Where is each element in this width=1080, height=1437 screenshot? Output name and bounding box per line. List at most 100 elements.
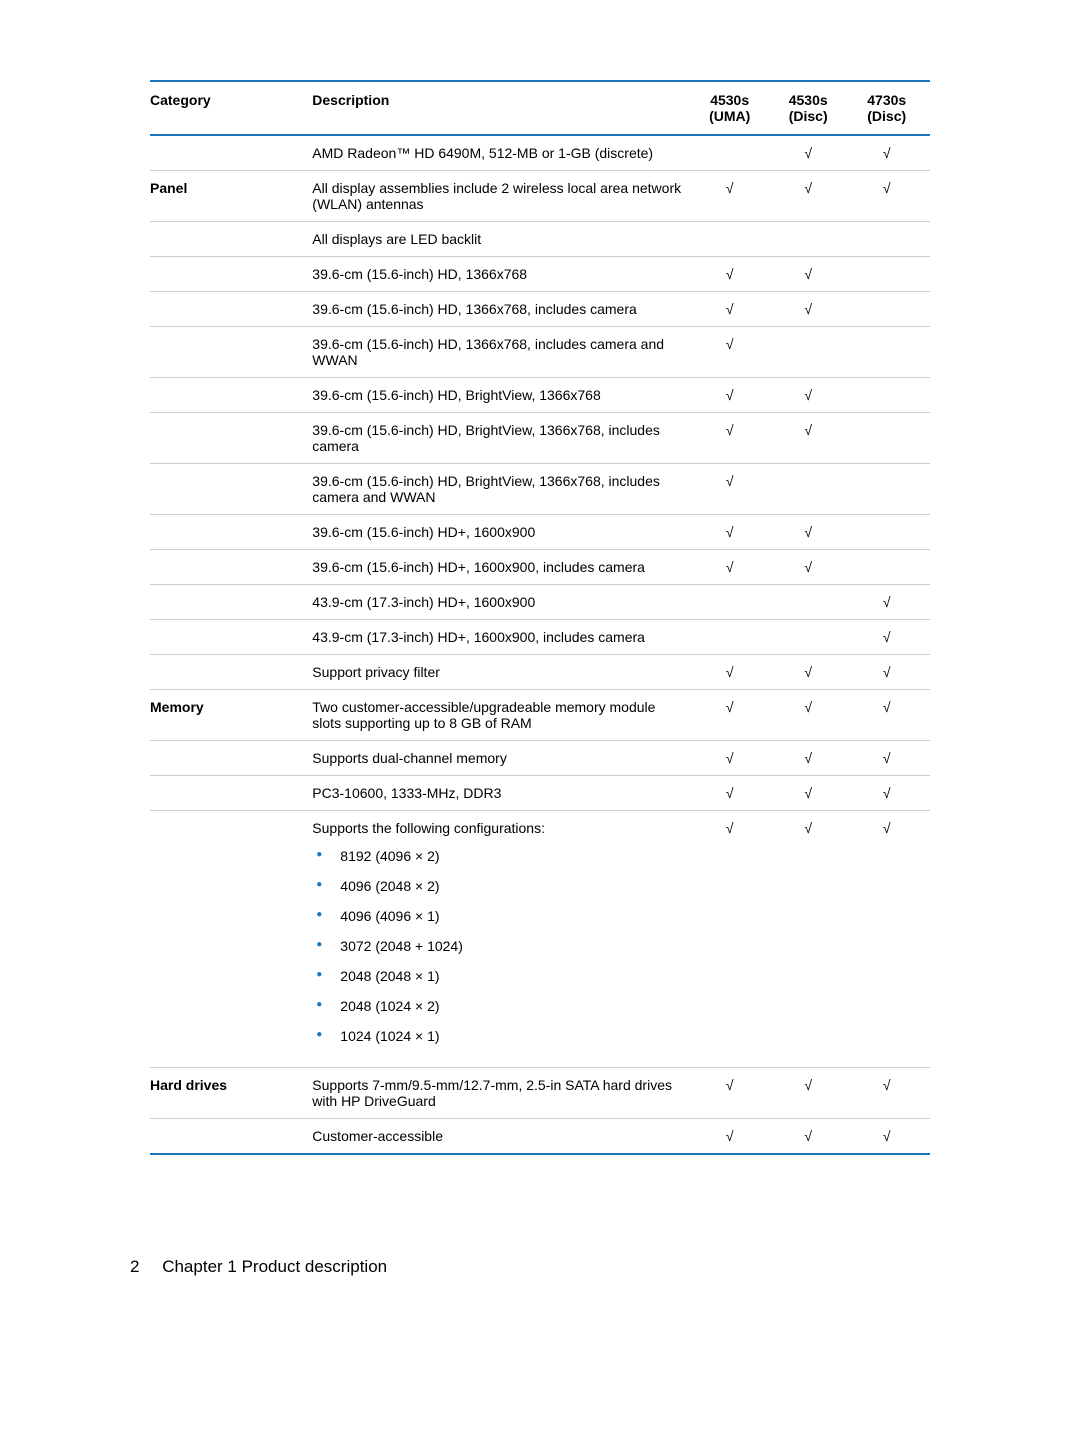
cell-description: 39.6-cm (15.6-inch) HD, 1366x768, includ… xyxy=(312,292,694,327)
cell-check-4730s-disc xyxy=(851,378,930,413)
cell-check-4530s-disc xyxy=(773,327,852,378)
cell-check-4530s-disc: √ xyxy=(773,776,852,811)
cell-check-4530s-uma: √ xyxy=(694,741,773,776)
cell-check-4530s-disc: √ xyxy=(773,655,852,690)
config-item: 4096 (2048 × 2) xyxy=(312,878,686,894)
cell-check-4730s-disc: √ xyxy=(851,135,930,171)
table-row: Customer-accessible√√√ xyxy=(150,1119,930,1155)
cell-category xyxy=(150,550,312,585)
chapter-title: Chapter 1 Product description xyxy=(162,1257,387,1276)
table-row: PanelAll display assemblies include 2 wi… xyxy=(150,171,930,222)
cell-check-4530s-disc: √ xyxy=(773,515,852,550)
cell-check-4730s-disc: √ xyxy=(851,811,930,1068)
header-col2: 4530s (Disc) xyxy=(773,81,852,135)
cell-description: Supports the following configurations:81… xyxy=(312,811,694,1068)
cell-check-4730s-disc: √ xyxy=(851,655,930,690)
config-item: 3072 (2048 + 1024) xyxy=(312,938,686,954)
cell-category xyxy=(150,620,312,655)
table-row: PC3-10600, 1333-MHz, DDR3√√√ xyxy=(150,776,930,811)
cell-check-4530s-uma: √ xyxy=(694,257,773,292)
cell-category: Hard drives xyxy=(150,1068,312,1119)
cell-check-4730s-disc: √ xyxy=(851,1068,930,1119)
table-row: 39.6-cm (15.6-inch) HD, BrightView, 1366… xyxy=(150,464,930,515)
table-row: MemoryTwo customer-accessible/upgradeabl… xyxy=(150,690,930,741)
table-row: Supports the following configurations:81… xyxy=(150,811,930,1068)
cell-description: 39.6-cm (15.6-inch) HD+, 1600x900, inclu… xyxy=(312,550,694,585)
cell-check-4530s-uma: √ xyxy=(694,378,773,413)
cell-check-4530s-disc: √ xyxy=(773,257,852,292)
cell-check-4730s-disc: √ xyxy=(851,171,930,222)
table-row: Supports dual-channel memory√√√ xyxy=(150,741,930,776)
cell-check-4530s-disc xyxy=(773,585,852,620)
table-row: 43.9-cm (17.3-inch) HD+, 1600x900, inclu… xyxy=(150,620,930,655)
cell-category: Memory xyxy=(150,690,312,741)
cell-check-4530s-uma: √ xyxy=(694,515,773,550)
cell-category xyxy=(150,741,312,776)
cell-check-4530s-disc: √ xyxy=(773,690,852,741)
header-col1-line1: 4530s xyxy=(710,92,749,108)
header-col3-line2: (Disc) xyxy=(867,108,906,124)
cell-check-4530s-uma: √ xyxy=(694,776,773,811)
cell-check-4730s-disc xyxy=(851,257,930,292)
cell-description: AMD Radeon™ HD 6490M, 512-MB or 1-GB (di… xyxy=(312,135,694,171)
page-footer: 2 Chapter 1 Product description xyxy=(130,1257,387,1277)
cell-check-4530s-disc: √ xyxy=(773,135,852,171)
cell-description: Supports 7-mm/9.5-mm/12.7-mm, 2.5-in SAT… xyxy=(312,1068,694,1119)
cell-check-4530s-disc xyxy=(773,464,852,515)
cell-check-4730s-disc: √ xyxy=(851,585,930,620)
table-row: 39.6-cm (15.6-inch) HD, 1366x768√√ xyxy=(150,257,930,292)
table-row: 39.6-cm (15.6-inch) HD, 1366x768, includ… xyxy=(150,292,930,327)
cell-check-4530s-uma xyxy=(694,222,773,257)
header-category: Category xyxy=(150,81,312,135)
cell-check-4530s-uma: √ xyxy=(694,550,773,585)
cell-check-4530s-disc xyxy=(773,620,852,655)
cell-category xyxy=(150,1119,312,1155)
header-col2-line2: (Disc) xyxy=(789,108,828,124)
cell-check-4730s-disc xyxy=(851,292,930,327)
cell-check-4530s-uma xyxy=(694,135,773,171)
cell-check-4530s-uma: √ xyxy=(694,292,773,327)
cell-description: Support privacy filter xyxy=(312,655,694,690)
cell-check-4530s-uma xyxy=(694,620,773,655)
cell-description: 43.9-cm (17.3-inch) HD+, 1600x900 xyxy=(312,585,694,620)
table-row: 39.6-cm (15.6-inch) HD, BrightView, 1366… xyxy=(150,413,930,464)
header-col3-line1: 4730s xyxy=(867,92,906,108)
cell-category xyxy=(150,257,312,292)
cell-description: 39.6-cm (15.6-inch) HD, BrightView, 1366… xyxy=(312,413,694,464)
cell-category xyxy=(150,222,312,257)
cell-check-4530s-disc: √ xyxy=(773,1119,852,1155)
cell-check-4530s-disc xyxy=(773,222,852,257)
cell-check-4530s-uma: √ xyxy=(694,1119,773,1155)
header-col1: 4530s (UMA) xyxy=(694,81,773,135)
cell-check-4530s-disc: √ xyxy=(773,378,852,413)
cell-check-4730s-disc: √ xyxy=(851,741,930,776)
table-row: 39.6-cm (15.6-inch) HD, BrightView, 1366… xyxy=(150,378,930,413)
table-row: AMD Radeon™ HD 6490M, 512-MB or 1-GB (di… xyxy=(150,135,930,171)
table-row: 39.6-cm (15.6-inch) HD+, 1600x900, inclu… xyxy=(150,550,930,585)
cell-check-4730s-disc: √ xyxy=(851,690,930,741)
cell-check-4530s-disc: √ xyxy=(773,413,852,464)
cell-category xyxy=(150,327,312,378)
cell-category xyxy=(150,378,312,413)
table-row: 39.6-cm (15.6-inch) HD+, 1600x900√√ xyxy=(150,515,930,550)
cell-check-4530s-disc: √ xyxy=(773,550,852,585)
cell-description: All displays are LED backlit xyxy=(312,222,694,257)
cell-description: 39.6-cm (15.6-inch) HD+, 1600x900 xyxy=(312,515,694,550)
cell-description: 39.6-cm (15.6-inch) HD, 1366x768, includ… xyxy=(312,327,694,378)
table-body: AMD Radeon™ HD 6490M, 512-MB or 1-GB (di… xyxy=(150,135,930,1154)
cell-category xyxy=(150,135,312,171)
cell-category xyxy=(150,464,312,515)
cell-description: 39.6-cm (15.6-inch) HD, BrightView, 1366… xyxy=(312,464,694,515)
table-row: All displays are LED backlit xyxy=(150,222,930,257)
cell-check-4730s-disc xyxy=(851,222,930,257)
cell-description: 39.6-cm (15.6-inch) HD, 1366x768 xyxy=(312,257,694,292)
cell-category xyxy=(150,292,312,327)
cell-check-4530s-uma: √ xyxy=(694,171,773,222)
header-description: Description xyxy=(312,81,694,135)
config-list: 8192 (4096 × 2)4096 (2048 × 2)4096 (4096… xyxy=(312,848,686,1044)
table-row: Hard drivesSupports 7-mm/9.5-mm/12.7-mm,… xyxy=(150,1068,930,1119)
table-row: 43.9-cm (17.3-inch) HD+, 1600x900 √ xyxy=(150,585,930,620)
header-col2-line1: 4530s xyxy=(789,92,828,108)
cell-check-4530s-disc: √ xyxy=(773,171,852,222)
config-item: 8192 (4096 × 2) xyxy=(312,848,686,864)
